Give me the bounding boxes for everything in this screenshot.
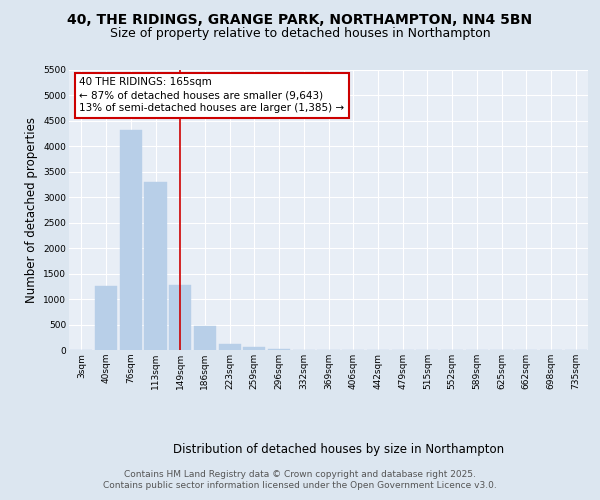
Bar — [119, 130, 142, 350]
Bar — [194, 326, 216, 350]
Text: Contains public sector information licensed under the Open Government Licence v3: Contains public sector information licen… — [103, 481, 497, 490]
Bar — [95, 286, 117, 350]
Y-axis label: Number of detached properties: Number of detached properties — [25, 117, 38, 303]
Text: 40 THE RIDINGS: 165sqm
← 87% of detached houses are smaller (9,643)
13% of semi-: 40 THE RIDINGS: 165sqm ← 87% of detached… — [79, 77, 344, 114]
Text: Contains HM Land Registry data © Crown copyright and database right 2025.: Contains HM Land Registry data © Crown c… — [124, 470, 476, 479]
Bar — [218, 344, 241, 350]
Bar — [145, 182, 167, 350]
Text: 40, THE RIDINGS, GRANGE PARK, NORTHAMPTON, NN4 5BN: 40, THE RIDINGS, GRANGE PARK, NORTHAMPTO… — [67, 12, 533, 26]
Text: Distribution of detached houses by size in Northampton: Distribution of detached houses by size … — [173, 442, 505, 456]
Text: Size of property relative to detached houses in Northampton: Size of property relative to detached ho… — [110, 28, 490, 40]
Bar — [169, 285, 191, 350]
Bar — [243, 348, 265, 350]
